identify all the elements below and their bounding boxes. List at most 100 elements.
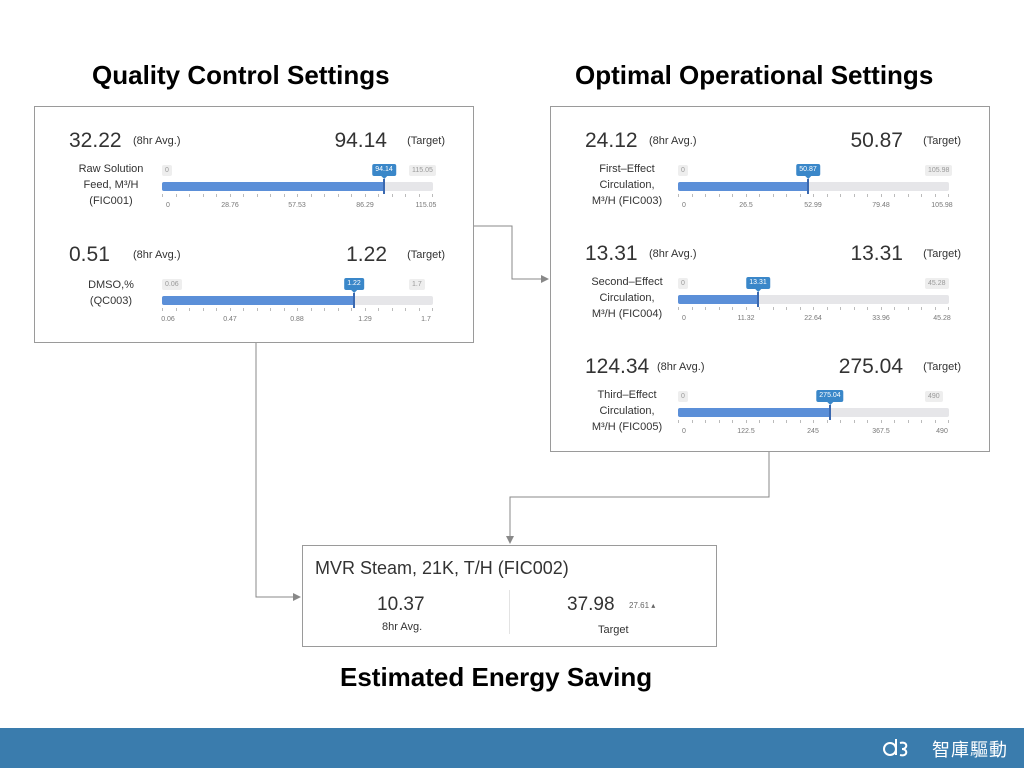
- value-marker[interactable]: [807, 179, 809, 194]
- target-label: (Target): [407, 249, 445, 261]
- tick-mark: [908, 420, 909, 423]
- tick-mark: [257, 308, 258, 311]
- description-line: (QC003): [89, 295, 133, 307]
- tick-mark: [854, 307, 855, 310]
- tick-mark: [392, 308, 393, 311]
- tick-label: 57.53: [288, 202, 306, 209]
- value-bubble: 50.87: [796, 164, 820, 179]
- tick-label: 0.06: [161, 316, 175, 323]
- tick-mark: [867, 420, 868, 423]
- value-bubble: 13.31: [746, 277, 770, 292]
- tick-mark: [705, 194, 706, 197]
- value-marker[interactable]: [353, 293, 355, 308]
- tick-label: 26.5: [739, 202, 753, 209]
- tick-mark: [759, 420, 760, 423]
- tick-label: 52.99: [804, 202, 822, 209]
- tick-mark: [773, 420, 774, 423]
- tick-mark: [705, 307, 706, 310]
- tick-label: 0: [682, 315, 686, 322]
- tick-mark: [881, 307, 882, 310]
- tick-axis: 0 11.32 22.64 33.96 45.28: [678, 307, 951, 327]
- progress-track: [678, 292, 949, 307]
- mvr-target-label: Target: [598, 624, 629, 636]
- progress-track: [678, 179, 949, 194]
- tick-label: 28.76: [221, 202, 239, 209]
- tick-label: 0: [682, 428, 686, 435]
- target-value: 94.14: [334, 129, 387, 152]
- tick-mark: [189, 308, 190, 311]
- optimal-heading: Optimal Operational Settings: [575, 60, 934, 90]
- tick-label: 490: [936, 428, 948, 435]
- description-line: DMSO,%: [88, 279, 134, 291]
- tick-axis: 0.06 0.47 0.88 1.29 1.7: [161, 308, 433, 328]
- progress-fill: [678, 182, 808, 191]
- description-line: First–Effect: [599, 163, 655, 175]
- progress-track: [162, 293, 433, 308]
- tick-mark: [243, 308, 244, 311]
- mvr-title: MVR Steam, 21K, T/H (FIC002): [315, 558, 569, 578]
- value-marker[interactable]: [829, 405, 831, 420]
- range-min-label: 0: [678, 391, 688, 402]
- tick-label: 0: [166, 202, 170, 209]
- tick-mark: [719, 194, 720, 197]
- tick-mark: [800, 420, 801, 423]
- footer-bar: 智庫驅動: [0, 728, 1024, 768]
- tick-mark: [921, 307, 922, 310]
- mvr-target-value: 37.98: [567, 594, 615, 615]
- tick-mark: [351, 194, 352, 197]
- value-marker[interactable]: [383, 179, 385, 194]
- progress-fill: [162, 182, 384, 191]
- range-max-label: 45.28: [925, 278, 949, 289]
- tick-mark: [732, 307, 733, 310]
- tick-mark: [813, 194, 814, 197]
- tick-mark: [162, 194, 163, 197]
- progress-fill: [678, 408, 830, 417]
- indicator-group: 32.22 (8hr Avg.) 94.14 (Target) Raw Solution…: [35, 119, 473, 233]
- tick-label: 245: [807, 428, 819, 435]
- tick-mark: [216, 308, 217, 311]
- indicator-group: 0.51 (8hr Avg.) 1.22 (Target) DMSO,% (QC003) 0…: [35, 233, 473, 347]
- mvr-steam-panel: MVR Steam, 21K, T/H (FIC002) 10.37 8hr A…: [302, 545, 717, 647]
- tick-label: 105.98: [931, 202, 953, 209]
- tick-mark: [719, 307, 720, 310]
- indicator-group: 24.12 (8hr Avg.) 50.87 (Target) First–Effect…: [551, 119, 989, 232]
- tick-mark: [351, 308, 352, 311]
- tick-label: 1.7: [421, 316, 431, 323]
- target-value: 1.22: [346, 243, 387, 266]
- avg-value: 24.12: [585, 129, 638, 152]
- tick-mark: [746, 194, 747, 197]
- tick-mark: [921, 194, 922, 197]
- tick-mark: [894, 307, 895, 310]
- value-marker[interactable]: [757, 292, 759, 307]
- tick-axis: 0 28.76 57.53 86.29 115.05: [162, 194, 436, 214]
- target-value: 275.04: [838, 355, 903, 378]
- tick-label: 86.29: [356, 202, 374, 209]
- range-max-label: 115.05: [409, 165, 436, 176]
- tick-mark: [827, 194, 828, 197]
- progress-fill: [678, 295, 758, 304]
- tick-mark: [432, 194, 433, 197]
- tick-mark: [786, 307, 787, 310]
- avg-value: 32.22: [69, 129, 122, 152]
- tick-mark: [746, 420, 747, 423]
- tick-mark: [854, 194, 855, 197]
- indicator-group: 13.31 (8hr Avg.) 13.31 (Target) Second–Effec…: [551, 232, 989, 345]
- tick-mark: [894, 194, 895, 197]
- tick-label: 79.48: [872, 202, 890, 209]
- tick-mark: [908, 194, 909, 197]
- tick-mark: [786, 194, 787, 197]
- tick-mark: [786, 420, 787, 423]
- indicator-description: DMSO,% (QC003): [61, 277, 161, 309]
- tick-mark: [840, 420, 841, 423]
- tick-axis: 0 26.5 52.99 79.48 105.98: [678, 194, 953, 214]
- tick-mark: [311, 308, 312, 311]
- target-value: 50.87: [850, 129, 903, 152]
- connector-optimal-to-mvr: [506, 452, 770, 544]
- tick-label: 115.05: [415, 202, 437, 209]
- tick-mark: [243, 194, 244, 197]
- description-line: Raw Solution: [78, 163, 144, 175]
- indicator-description: First–Effect Circulation, M³/H (FIC003): [577, 161, 677, 209]
- tick-mark: [881, 420, 882, 423]
- tick-mark: [176, 308, 177, 311]
- tick-mark: [324, 308, 325, 311]
